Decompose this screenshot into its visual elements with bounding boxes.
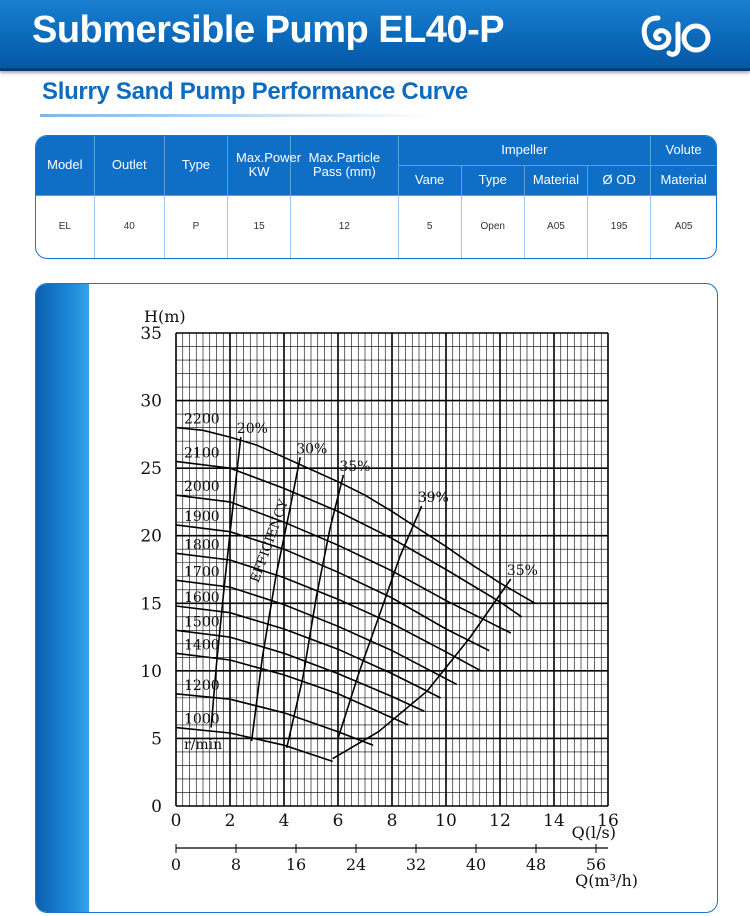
y-tick-label: 5 [151,729,162,749]
cell-model: EL [36,195,95,258]
decorative-side-strip [36,284,89,912]
y-tick-label: 0 [151,797,162,817]
efficiency-label: 39% [418,490,449,506]
secondary-x-tick-label: 32 [406,855,426,874]
speed-curve-label: 1600 [184,590,220,606]
section-underline [40,114,435,117]
y-tick-label: 10 [140,662,162,682]
company-logo-icon [641,15,711,57]
cell-vane: 5 [398,195,462,258]
header-bar: Submersible Pump EL40-P [0,0,750,71]
y-tick-label: 30 [140,392,162,412]
speed-curve-label: 2100 [184,445,220,461]
section-title: Slurry Sand Pump Performance Curve [42,78,468,105]
efficiency-curve [250,457,301,742]
x-tick-label: 10 [435,811,457,831]
secondary-axis-label: Q(m³/h) [575,871,638,890]
header-impeller: Impeller [398,136,652,166]
speed-curve-2000 [175,494,512,634]
efficiency-curve [285,474,345,749]
page-title: Submersible Pump EL40-P [32,9,505,51]
x-tick-label: 2 [225,811,236,831]
cell-type: P [164,195,229,258]
chart-panel [35,283,718,913]
x-tick-label: 12 [489,811,511,831]
secondary-x-tick-label: 8 [231,855,241,874]
cell-impeller-material: A05 [524,195,589,258]
speed-unit-label: r/min [184,737,222,753]
efficiency-label: 20% [237,421,268,437]
speed-curve-label: 1800 [184,537,220,553]
secondary-x-tick-label: 24 [346,855,366,874]
y-tick-label: 15 [140,594,162,614]
speed-curve-1500 [175,629,425,713]
header-vane: Vane [398,165,462,196]
header-impeller-material: Material [524,165,589,196]
secondary-x-tick-label: 40 [466,855,486,874]
header-volute: Volute [650,136,716,166]
efficiency-curve [332,578,512,760]
secondary-x-tick-label: 48 [526,855,546,874]
speed-curve-1200 [175,693,374,746]
header-max-particle: Max.Particle Pass (mm) [290,136,399,196]
speed-curve-label: 1900 [184,509,220,525]
spec-table: Model Outlet Type Max.Power KW Max.Parti… [35,135,717,259]
x-tick-label: 6 [333,811,344,831]
x-tick-label: 8 [387,811,398,831]
speed-curve-1000 [175,726,333,763]
cell-power: 15 [227,195,292,258]
secondary-x-tick-label: 16 [286,855,306,874]
speed-curve-2200 [175,426,536,604]
header-outlet: Outlet [94,136,165,196]
speed-curve-2100 [175,460,523,618]
x-tick-label: 16 [597,811,619,831]
speed-curve-label: 1200 [184,678,220,694]
x-tick-label: 0 [171,811,182,831]
efficiency-curve [337,505,423,739]
speed-curve-label: 2200 [184,412,220,428]
speed-curve-1700 [175,579,458,686]
x-tick-label: 14 [543,811,565,831]
cell-volute-material: A05 [674,221,693,233]
speed-curve-1400 [175,652,409,726]
efficiency-label: 35% [339,459,370,475]
header-model: Model [36,136,95,196]
efficiency-label: 35% [507,563,538,579]
header-volute-material: Material [650,165,716,196]
header-type: Type [164,136,229,196]
speed-curve-label: 1400 [184,637,220,653]
cell-od: 195 [587,195,652,258]
cell-outlet: 40 [94,195,165,258]
x-tick-label: 4 [279,811,290,831]
header-max-power: Max.Power KW [227,136,301,196]
secondary-x-tick-label: 56 [586,855,606,874]
y-tick-label: 25 [140,459,162,479]
efficiency-label: 30% [296,441,327,457]
header-od: Ø OD [587,165,652,196]
header-impeller-type: Type [461,165,525,196]
speed-curve-label: 2000 [184,479,220,495]
x-axis-label: Q(l/s) [572,823,616,842]
speed-curve-label: 1700 [184,564,220,580]
speed-curve-label: 1000 [184,712,220,728]
secondary-x-tick-label: 0 [171,855,181,874]
y-axis-label: H(m) [144,307,186,326]
cell-impeller-type: Open [461,195,525,258]
speed-curve-label: 1500 [184,614,220,630]
efficiency-curve [210,437,242,728]
y-tick-label: 20 [140,527,162,547]
cell-particle: 12 [290,195,399,258]
y-tick-label: 35 [140,324,162,344]
speed-curve-1800 [175,552,482,672]
